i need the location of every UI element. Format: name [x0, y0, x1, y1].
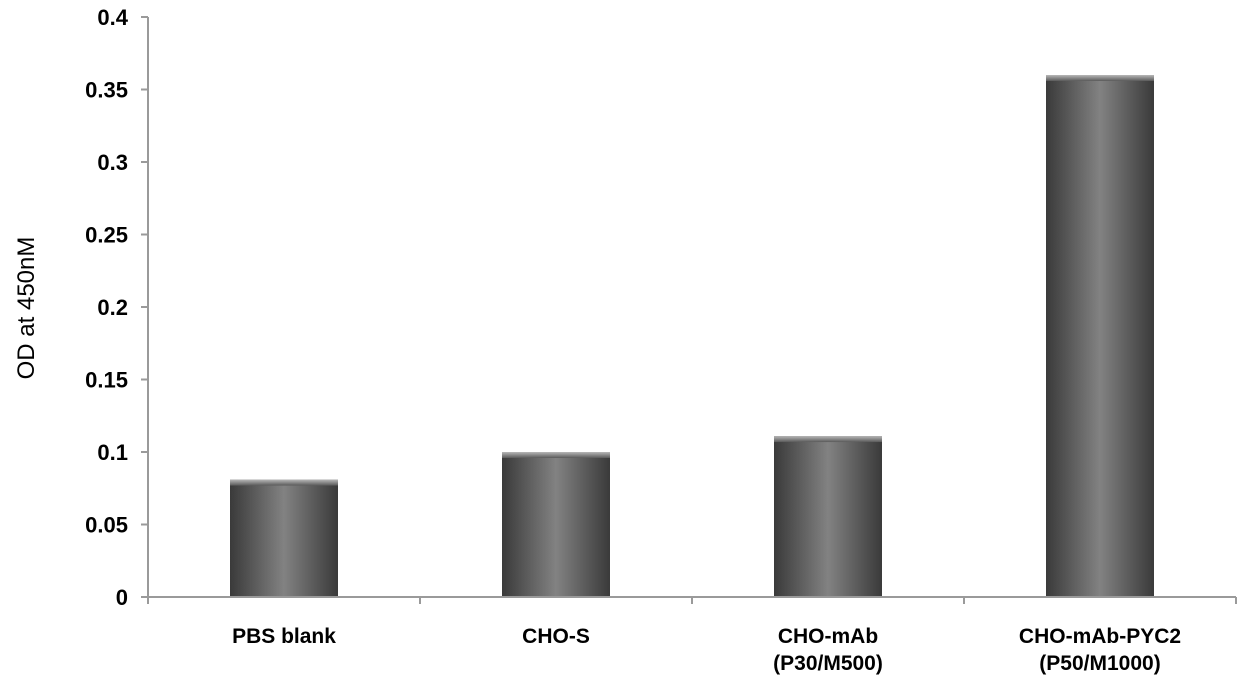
- y-tick-label: 0.25: [85, 223, 128, 248]
- y-axis-title: OD at 450nM: [13, 237, 40, 380]
- x-tick-label: (P50/M1000): [1039, 652, 1160, 675]
- y-axis: 0 0.05 0.1 0.15 0.2 0.25 0.3 0.35 0.4: [85, 5, 148, 610]
- bar: [774, 436, 882, 597]
- x-axis: PBS blank CHO-S CHO-mAb (P30/M500) CHO-mAb-P…: [147, 597, 1237, 675]
- bar-cap: [230, 479, 338, 486]
- x-tick-label: CHO-S: [522, 625, 590, 648]
- y-tick-label: 0.2: [97, 295, 128, 320]
- y-tick-label: 0.4: [97, 5, 128, 30]
- x-tick-label: CHO-mAb: [778, 625, 878, 648]
- bar-cap: [774, 436, 882, 443]
- y-tick-label: 0.1: [97, 440, 128, 465]
- y-tick-label: 0.35: [85, 78, 128, 103]
- bar: [1046, 75, 1154, 597]
- y-tick-label: 0.05: [85, 513, 128, 538]
- y-tick-label: 0.3: [97, 150, 128, 175]
- bar-cap: [1046, 75, 1154, 81]
- y-tick-label: 0: [116, 585, 128, 610]
- bar: [230, 479, 338, 597]
- y-tick-label: 0.15: [85, 368, 128, 393]
- bar-series: [230, 75, 1154, 597]
- bar-cap: [502, 452, 610, 458]
- bar: [502, 452, 610, 597]
- x-tick-label: CHO-mAb-PYC2: [1019, 625, 1181, 648]
- x-tick-label: (P30/M500): [773, 652, 883, 675]
- x-tick-label: PBS blank: [232, 625, 336, 648]
